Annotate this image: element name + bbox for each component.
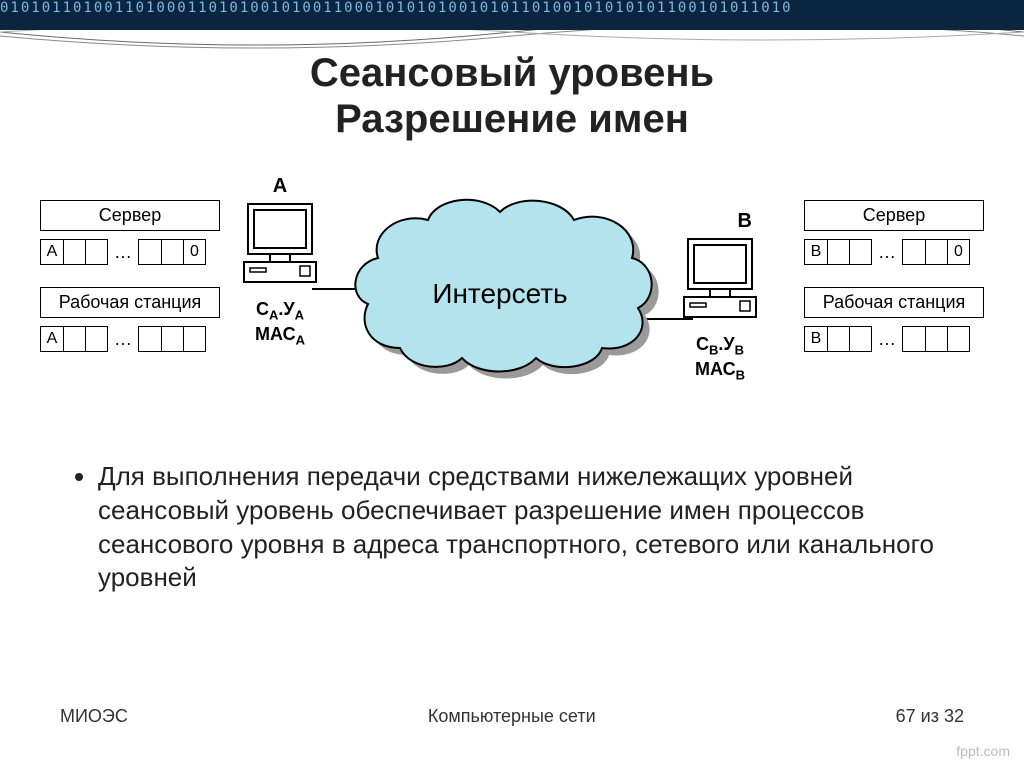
cell: В <box>805 240 827 264</box>
cells-group: А <box>40 239 108 265</box>
left-server-box: Сервер <box>40 200 220 231</box>
cell: 0 <box>947 240 969 264</box>
cell <box>63 240 85 264</box>
footer-right: 67 из 32 <box>896 706 964 727</box>
bullet-1: Для выполнения передачи средствами нижел… <box>98 460 954 595</box>
watermark: fppt.com <box>956 743 1010 759</box>
cell <box>161 240 183 264</box>
computer-b: В СВ.УВ МАСВ <box>680 210 760 383</box>
cells-group: 0 <box>138 239 206 265</box>
right-station-box: Рабочая станция <box>804 287 984 318</box>
footer-left: МИОЭС <box>60 706 128 727</box>
cell: А <box>41 327 63 351</box>
title-line-2: Разрешение имен <box>335 97 689 141</box>
footer-center: Компьютерные сети <box>428 706 596 727</box>
computer-a: А СА.УА МАСА <box>240 175 320 348</box>
cells-group: В <box>804 239 872 265</box>
left-station-box: Рабочая станция <box>40 287 220 318</box>
cell <box>903 327 925 351</box>
computer-b-address: СВ.УВ МАСВ <box>680 334 760 383</box>
binary-text: 0101011010011010001101010010100110001010… <box>0 0 793 16</box>
cell: В <box>805 327 827 351</box>
cells-group: В <box>804 326 872 352</box>
right-server-cells: В … 0 <box>804 239 984 265</box>
cell <box>947 327 969 351</box>
cell <box>85 240 107 264</box>
left-station-cells: А … <box>40 326 220 352</box>
ellipsis: … <box>876 329 898 350</box>
cloud: Интерсеть <box>340 190 660 380</box>
cells-group <box>902 326 970 352</box>
computer-a-address: СА.УА МАСА <box>240 299 320 348</box>
right-server-box: Сервер <box>804 200 984 231</box>
cells-group: А <box>40 326 108 352</box>
ellipsis: … <box>112 329 134 350</box>
title-line-1: Сеансовый уровень <box>310 51 714 95</box>
cell <box>849 327 871 351</box>
computer-icon <box>240 200 320 290</box>
cells-group: 0 <box>902 239 970 265</box>
computer-icon <box>680 235 760 325</box>
footer: МИОЭС Компьютерные сети 67 из 32 <box>60 706 964 727</box>
ellipsis: … <box>876 242 898 263</box>
cell: А <box>41 240 63 264</box>
ellipsis: … <box>112 242 134 263</box>
cell <box>139 240 161 264</box>
cell <box>85 327 107 351</box>
left-stack: Сервер А … 0 Рабочая станция А … <box>40 200 220 352</box>
diagram-area: Сервер А … 0 Рабочая станция А … <box>40 170 984 450</box>
body-text: Для выполнения передачи средствами нижел… <box>70 460 954 595</box>
cell <box>903 240 925 264</box>
cell <box>139 327 161 351</box>
cell <box>925 327 947 351</box>
cell <box>849 240 871 264</box>
right-stack: Сервер В … 0 Рабочая станция В … <box>804 200 984 352</box>
cell <box>925 240 947 264</box>
computer-a-label: А <box>240 175 320 198</box>
slide-title: Сеансовый уровень Разрешение имен <box>0 50 1024 142</box>
left-server-cells: А … 0 <box>40 239 220 265</box>
cell <box>183 327 205 351</box>
right-station-cells: В … <box>804 326 984 352</box>
header-band: 0101011010011010001101010010100110001010… <box>0 0 1024 30</box>
cell <box>827 327 849 351</box>
computer-b-label: В <box>680 210 760 233</box>
cloud-label: Интерсеть <box>340 278 660 310</box>
cell <box>161 327 183 351</box>
cell <box>63 327 85 351</box>
cells-group <box>138 326 206 352</box>
cell <box>827 240 849 264</box>
cell: 0 <box>183 240 205 264</box>
